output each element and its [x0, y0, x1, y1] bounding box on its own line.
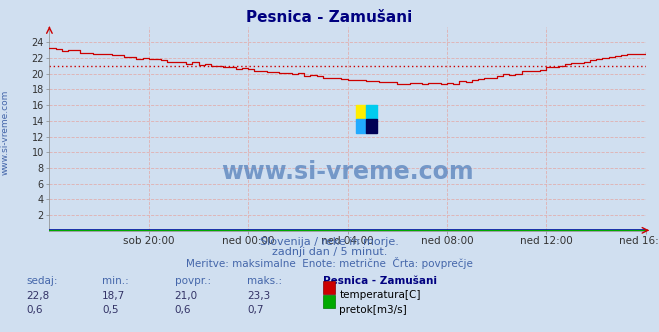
Text: Meritve: maksimalne  Enote: metrične  Črta: povprečje: Meritve: maksimalne Enote: metrične Črta… [186, 257, 473, 269]
Bar [366, 105, 376, 119]
Text: www.si-vreme.com: www.si-vreme.com [1, 90, 10, 176]
Text: zadnji dan / 5 minut.: zadnji dan / 5 minut. [272, 247, 387, 257]
Text: maks.:: maks.: [247, 276, 282, 286]
Text: 21,0: 21,0 [175, 290, 198, 300]
Bar [356, 105, 366, 119]
Text: 0,6: 0,6 [26, 305, 43, 315]
Text: 0,5: 0,5 [102, 305, 119, 315]
Bar [356, 119, 366, 132]
Text: 0,7: 0,7 [247, 305, 264, 315]
Text: Pesnica - Zamušani: Pesnica - Zamušani [246, 10, 413, 25]
Text: sedaj:: sedaj: [26, 276, 58, 286]
Text: povpr.:: povpr.: [175, 276, 211, 286]
Text: 18,7: 18,7 [102, 290, 125, 300]
Text: www.si-vreme.com: www.si-vreme.com [221, 160, 474, 184]
Text: 0,6: 0,6 [175, 305, 191, 315]
Text: temperatura[C]: temperatura[C] [339, 290, 421, 300]
Text: 22,8: 22,8 [26, 290, 49, 300]
Bar [366, 119, 376, 132]
Text: Pesnica - Zamušani: Pesnica - Zamušani [323, 276, 437, 286]
Text: Slovenija / reke in morje.: Slovenija / reke in morje. [260, 237, 399, 247]
Text: pretok[m3/s]: pretok[m3/s] [339, 305, 407, 315]
Text: 23,3: 23,3 [247, 290, 270, 300]
Text: min.:: min.: [102, 276, 129, 286]
